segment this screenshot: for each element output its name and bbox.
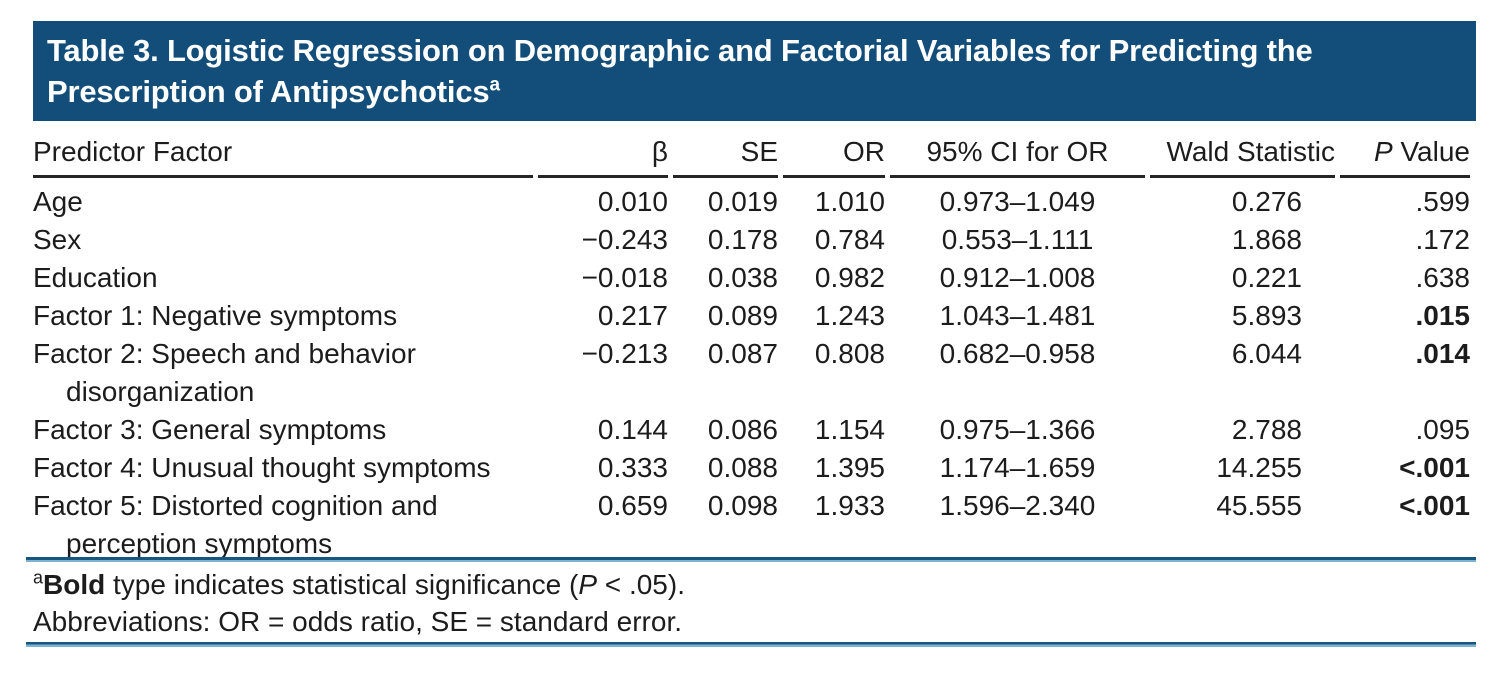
cell-ci: 0.912–1.008: [939, 262, 1096, 293]
cell-se: 0.178: [707, 224, 778, 255]
footnote-divider-rule: [26, 557, 1476, 562]
cell-predictor: Factor 1: Negative symptoms: [33, 300, 398, 331]
title-footnote-marker: a: [489, 74, 500, 96]
regression-table: Predictor Factor β SE OR 95% CI for OR W…: [28, 134, 1475, 563]
cell-p-value: .638: [1415, 262, 1471, 293]
cell-beta: 0.010: [597, 186, 668, 217]
cell-se: 0.087: [707, 338, 778, 369]
column-header-predictor-factor: Predictor Factor: [33, 134, 533, 178]
table-bottom-rule: [26, 642, 1476, 647]
column-header-beta: β: [538, 134, 668, 178]
cell-p-value: .014: [1415, 338, 1471, 369]
cell-p-value: .172: [1415, 224, 1471, 255]
cell-beta: −0.243: [581, 224, 668, 255]
cell-p-value: .599: [1415, 186, 1471, 217]
cell-predictor: Factor 5: Distorted cognition and percept…: [33, 490, 438, 559]
column-header-ci: 95% CI for OR: [890, 134, 1145, 178]
footnote-abbreviations: Abbreviations: OR = odds ratio, SE = sta…: [33, 606, 683, 637]
footnote-significance: aBold type indicates statistical signifi…: [33, 567, 685, 600]
column-header-p-value: P Value: [1340, 134, 1470, 178]
cell-or: 0.784: [814, 224, 885, 255]
cell-ci: 1.043–1.481: [939, 300, 1096, 331]
cell-p-value: <.001: [1399, 452, 1470, 483]
header-row: Predictor Factor β SE OR 95% CI for OR W…: [33, 134, 1470, 178]
cell-or: 0.982: [814, 262, 885, 293]
cell-or: 1.395: [814, 452, 885, 483]
cell-beta: 0.144: [597, 414, 668, 445]
cell-wald: 6.044: [1231, 338, 1302, 369]
cell-predictor: Sex: [33, 224, 82, 255]
table-row-factor1: Factor 1: Negative symptoms 0.217 0.089 …: [33, 297, 1470, 335]
cell-predictor: Factor 2: Speech and behavior disorganiza…: [33, 338, 416, 407]
cell-beta: −0.018: [581, 262, 668, 293]
table-row-factor4: Factor 4: Unusual thought symptoms 0.333…: [33, 449, 1470, 487]
cell-ci: 0.682–0.958: [939, 338, 1096, 369]
cell-ci: 0.553–1.111: [941, 224, 1094, 255]
cell-p-value: .095: [1415, 414, 1471, 445]
cell-beta: −0.213: [581, 338, 668, 369]
cell-or: 1.154: [814, 414, 885, 445]
table-row-age: Age 0.010 0.019 1.010 0.973–1.049 0.276 …: [33, 178, 1470, 221]
cell-wald: 0.276: [1231, 186, 1302, 217]
table-row-factor2: Factor 2: Speech and behavior disorganiza…: [33, 335, 1470, 411]
cell-beta: 0.333: [597, 452, 668, 483]
column-header-wald: Wald Statistic: [1150, 134, 1335, 178]
column-header-se: SE: [673, 134, 778, 178]
cell-wald: 2.788: [1231, 414, 1302, 445]
table-row-education: Education −0.018 0.038 0.982 0.912–1.008…: [33, 259, 1470, 297]
cell-wald: 0.221: [1231, 262, 1302, 293]
cell-or: 1.933: [814, 490, 885, 521]
table-title-bar: Table 3. Logistic Regression on Demograp…: [33, 21, 1476, 121]
table-footnotes: aBold type indicates statistical signifi…: [33, 566, 685, 640]
cell-or: 0.808: [814, 338, 885, 369]
cell-p-value: <.001: [1399, 490, 1470, 521]
cell-predictor: Education: [33, 262, 158, 293]
table-title-line1: Table 3. Logistic Regression on Demograp…: [47, 33, 1313, 68]
cell-ci: 0.973–1.049: [939, 186, 1096, 217]
cell-wald: 1.868: [1231, 224, 1302, 255]
cell-se: 0.086: [707, 414, 778, 445]
cell-p-value: .015: [1415, 300, 1471, 331]
cell-or: 1.243: [814, 300, 885, 331]
cell-se: 0.019: [707, 186, 778, 217]
table-title-line2: Prescription of Antipsychoticsa: [47, 74, 500, 109]
table-row-sex: Sex −0.243 0.178 0.784 0.553–1.111 1.868…: [33, 221, 1470, 259]
cell-beta: 0.217: [597, 300, 668, 331]
cell-predictor: Factor 4: Unusual thought symptoms: [33, 452, 491, 483]
cell-wald: 14.255: [1216, 452, 1302, 483]
table-row-factor3: Factor 3: General symptoms 0.144 0.086 1…: [33, 411, 1470, 449]
table-row-factor5: Factor 5: Distorted cognition and percept…: [33, 487, 1470, 563]
cell-wald: 5.893: [1231, 300, 1302, 331]
cell-se: 0.038: [707, 262, 778, 293]
cell-ci: 1.174–1.659: [939, 452, 1096, 483]
cell-se: 0.089: [707, 300, 778, 331]
cell-predictor: Age: [33, 186, 83, 217]
footnote-marker: a: [33, 567, 44, 588]
cell-predictor: Factor 3: General symptoms: [33, 414, 387, 445]
cell-beta: 0.659: [597, 490, 668, 521]
column-header-or: OR: [783, 134, 885, 178]
cell-se: 0.088: [707, 452, 778, 483]
cell-wald: 45.555: [1216, 490, 1302, 521]
cell-ci: 0.975–1.366: [939, 414, 1096, 445]
cell-se: 0.098: [707, 490, 778, 521]
cell-or: 1.010: [814, 186, 885, 217]
cell-ci: 1.596–2.340: [939, 490, 1096, 521]
